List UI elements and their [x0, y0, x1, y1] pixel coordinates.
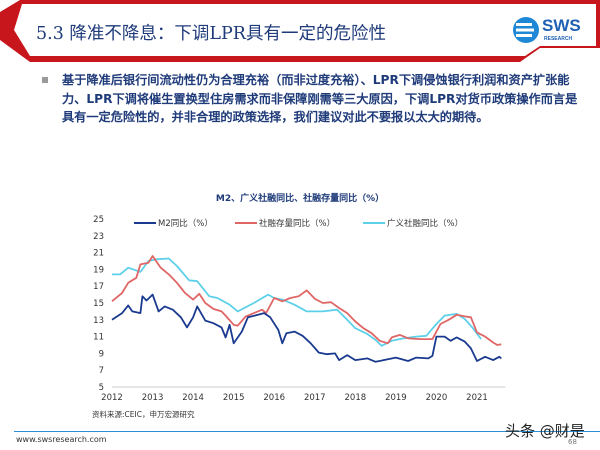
y-tick-label: 7 — [99, 366, 104, 376]
series-line-1 — [111, 255, 502, 346]
sws-logo: SWS RESEARCH — [512, 14, 592, 48]
x-tick-label: 2012 — [101, 393, 123, 403]
chart-title: M2、广义社融同比、社融存量同比（%） — [216, 192, 384, 204]
x-tick-label: 2016 — [263, 393, 285, 403]
footer-divider — [14, 431, 600, 432]
y-tick-label: 5 — [99, 383, 104, 393]
series-line-2 — [112, 257, 482, 347]
logo-subtext: RESEARCH — [544, 36, 573, 42]
logo-text: SWS — [542, 16, 581, 35]
x-tick-label: 2017 — [304, 393, 326, 403]
y-tick-label: 21 — [93, 249, 104, 259]
x-tick-label: 2021 — [466, 393, 488, 403]
page-number: 68 — [568, 438, 577, 446]
legend-label: 广义社融同比（%） — [387, 218, 463, 229]
series-line-0 — [111, 293, 502, 363]
footer-url[interactable]: www.swsresearch.com — [16, 435, 107, 444]
x-tick-label: 2018 — [345, 393, 367, 403]
legend-label: 社融存量同比（%） — [259, 218, 335, 229]
body-paragraph: 基于降准后银行间流动性仍为合理充裕（而非过度充裕）、LPR下调侵蚀银行利润和资产… — [62, 73, 578, 124]
y-tick-label: 15 — [93, 299, 104, 309]
y-tick-label: 9 — [99, 349, 104, 359]
source-note: 资料来源:CEIC，申万宏源研究 — [92, 410, 195, 419]
y-tick-label: 17 — [93, 282, 104, 292]
y-tick-label: 23 — [93, 232, 104, 242]
logo-icon — [513, 17, 539, 43]
y-tick-label: 25 — [93, 215, 104, 225]
legend-label: M2同比（%） — [158, 218, 213, 229]
y-tick-label: 19 — [93, 265, 104, 275]
y-tick-label: 11 — [93, 333, 104, 343]
x-tick-label: 2014 — [182, 393, 204, 403]
x-tick-label: 2013 — [142, 393, 164, 403]
y-tick-label: 13 — [93, 316, 104, 326]
page-title: 5.3 降准不降息：下调LPR具有一定的危险性 — [36, 24, 386, 44]
x-tick-label: 2020 — [426, 393, 448, 403]
x-tick-label: 2015 — [223, 393, 245, 403]
bullet-icon — [42, 77, 48, 83]
x-tick-label: 2019 — [385, 393, 407, 403]
header-banner — [0, 0, 600, 62]
watermark: 头条 @财是 — [505, 422, 585, 440]
